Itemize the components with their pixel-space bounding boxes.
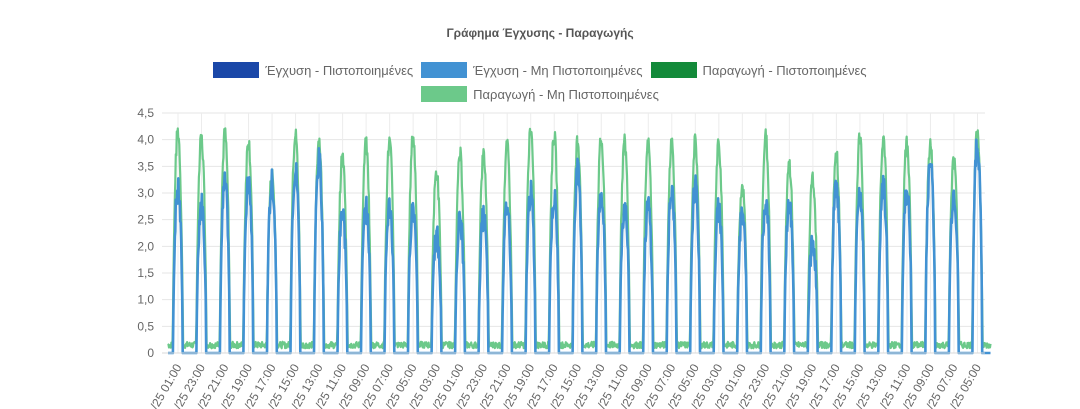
y-tick-label: 4,0 xyxy=(137,133,154,147)
legend-item-injection-certified[interactable]: Έγχυση - Πιστοποιημένες xyxy=(213,62,413,78)
y-tick-label: 2,0 xyxy=(137,239,154,253)
y-tick-label: 4,5 xyxy=(137,106,154,120)
y-tick-label: 3,0 xyxy=(137,186,154,200)
legend-label: Έγχυση - Μη Πιστοποιημένες xyxy=(473,62,643,78)
legend-swatch xyxy=(421,62,468,78)
legend-row-2: Παραγωγή - Μη Πιστοποιημένες xyxy=(0,86,1080,102)
legend-item-injection-non-certified[interactable]: Έγχυση - Μη Πιστοποιημένες xyxy=(421,62,643,78)
y-tick-label: 3,5 xyxy=(137,159,154,173)
legend-item-production-non-certified[interactable]: Παραγωγή - Μη Πιστοποιημένες xyxy=(421,86,659,102)
y-tick-label: 1,0 xyxy=(137,293,154,307)
legend-item-production-certified[interactable]: Παραγωγή - Πιστοποιημένες xyxy=(650,62,867,78)
legend-row-1: Έγχυση - Πιστοποιημένες Έγχυση - Μη Πιστ… xyxy=(0,62,1080,78)
legend-label: Παραγωγή - Μη Πιστοποιημένες xyxy=(473,86,659,102)
legend-label: Παραγωγή - Πιστοποιημένες xyxy=(702,62,867,78)
y-tick-label: 1,5 xyxy=(137,266,154,280)
y-tick-label: 0,5 xyxy=(137,319,154,333)
legend-label: Έγχυση - Πιστοποιημένες xyxy=(265,62,414,78)
legend-swatch xyxy=(213,62,260,78)
legend-swatch xyxy=(421,86,468,102)
y-tick-label: 2,5 xyxy=(137,213,154,227)
chart-title: Γράφημα Έγχυσης - Παραγωγής xyxy=(446,26,634,40)
legend-swatch xyxy=(650,62,697,78)
y-tick-label: 0 xyxy=(147,346,154,360)
